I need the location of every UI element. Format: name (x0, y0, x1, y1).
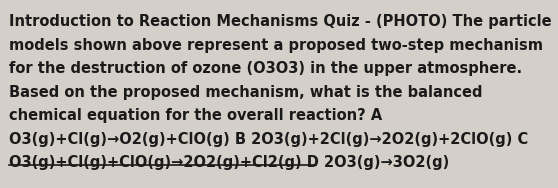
Text: Based on the proposed mechanism, what is the balanced: Based on the proposed mechanism, what is… (9, 85, 483, 100)
Text: O3(g)+Cl(g)→O2(g)+ClO(g) B 2O3(g)+2Cl(g)→2O2(g)+2ClO(g) C: O3(g)+Cl(g)→O2(g)+ClO(g) B 2O3(g)+2Cl(g)… (9, 132, 528, 147)
Text: for the destruction of ozone (O3O3) in the upper atmosphere.: for the destruction of ozone (O3O3) in t… (9, 61, 522, 76)
Text: O3(g)+Cl(g)+ClO(g)→2O2(g)+Cl2(g) D 2O3(g)→3O2(g): O3(g)+Cl(g)+ClO(g)→2O2(g)+Cl2(g) D 2O3(g… (9, 155, 450, 171)
Text: models shown above represent a proposed two-step mechanism: models shown above represent a proposed … (9, 38, 543, 53)
Text: Introduction to Reaction Mechanisms Quiz - (PHOTO) The particle: Introduction to Reaction Mechanisms Quiz… (9, 14, 552, 29)
Text: chemical equation for the overall reaction? A: chemical equation for the overall reacti… (9, 108, 383, 124)
